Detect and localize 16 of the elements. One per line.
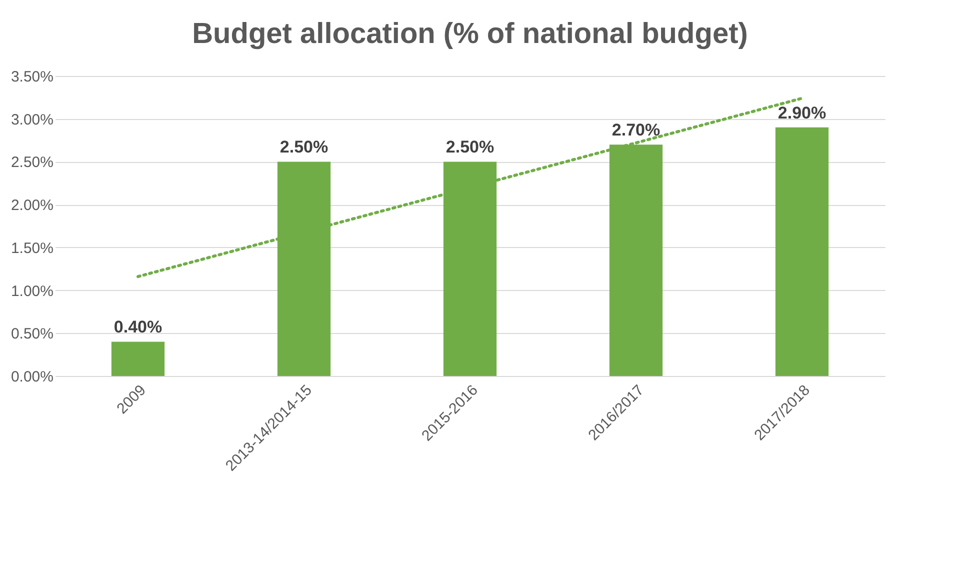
y-tick-label: 1.50% <box>10 240 54 257</box>
data-label: 2.50% <box>280 138 328 157</box>
y-tick-label: 1.00% <box>10 282 54 300</box>
y-tick-label: 2.00% <box>10 197 54 214</box>
data-label: 0.40% <box>114 318 162 337</box>
y-tick-label: 3.00% <box>10 111 54 128</box>
data-label: 2.70% <box>612 120 660 140</box>
y-tick-label: 0.00% <box>10 368 54 386</box>
y-tick-label: 2.50% <box>10 154 54 172</box>
data-label: 2.50% <box>446 138 494 157</box>
bar <box>775 127 829 376</box>
data-label: 2.90% <box>778 103 826 122</box>
chart-title: Budget allocation (% of national budget) <box>192 18 748 50</box>
y-tick-label: 3.50% <box>10 68 54 86</box>
bar <box>111 342 165 376</box>
y-tick-label: 0.50% <box>10 326 54 343</box>
